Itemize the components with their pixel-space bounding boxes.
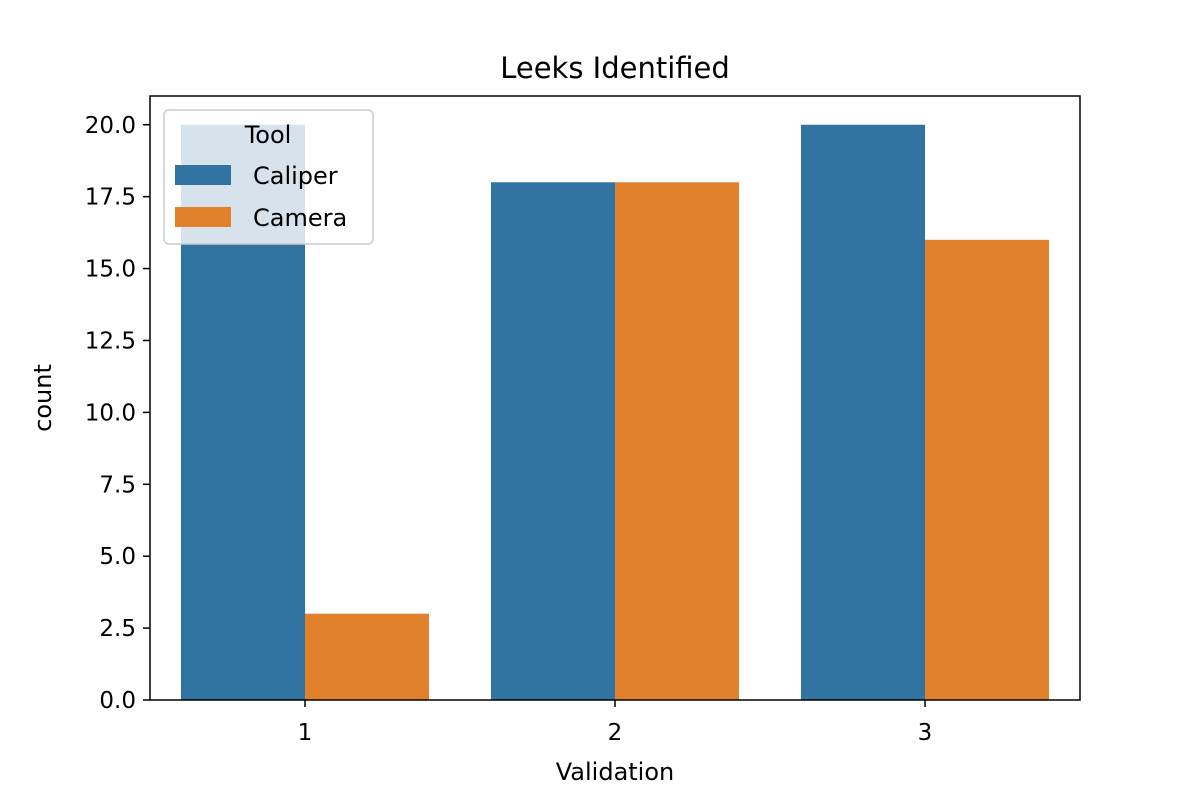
y-axis-label: count [29,364,57,432]
y-tick-label: 15.0 [85,257,136,283]
bar-camera-3 [925,239,1049,701]
x-tick-label: 2 [608,720,623,746]
legend: Tool Caliper Camera [163,109,374,245]
chart-title: Leeks Identified [500,51,730,85]
y-tick-label: 20.0 [85,113,136,139]
bar-caliper-3 [801,124,925,700]
y-tick-label: 7.5 [99,472,136,498]
x-tick-label: 3 [918,720,933,746]
y-tick-label: 0.0 [99,688,136,714]
legend-title: Tool [244,121,292,149]
y-tick-label: 2.5 [99,616,136,642]
y-tick-label: 17.5 [85,185,136,211]
y-axis: 0.0 2.5 5.0 7.5 10.0 12.5 15.0 17.5 20.0 [85,113,150,714]
bar-caliper-2 [491,182,615,701]
legend-swatch-caliper [175,165,231,185]
bar-camera-1 [305,613,429,700]
legend-swatch-camera [175,207,231,227]
bar-camera-2 [615,182,739,701]
x-tick-label: 1 [298,720,313,746]
legend-label-caliper: Caliper [253,162,338,190]
y-tick-label: 5.0 [99,544,136,570]
x-axis: 1 2 3 [298,700,933,746]
x-axis-label: Validation [556,758,675,786]
legend-label-camera: Camera [253,204,347,232]
y-tick-label: 10.0 [85,400,136,426]
plot-frame [149,95,1081,701]
y-tick-label: 12.5 [85,328,136,354]
